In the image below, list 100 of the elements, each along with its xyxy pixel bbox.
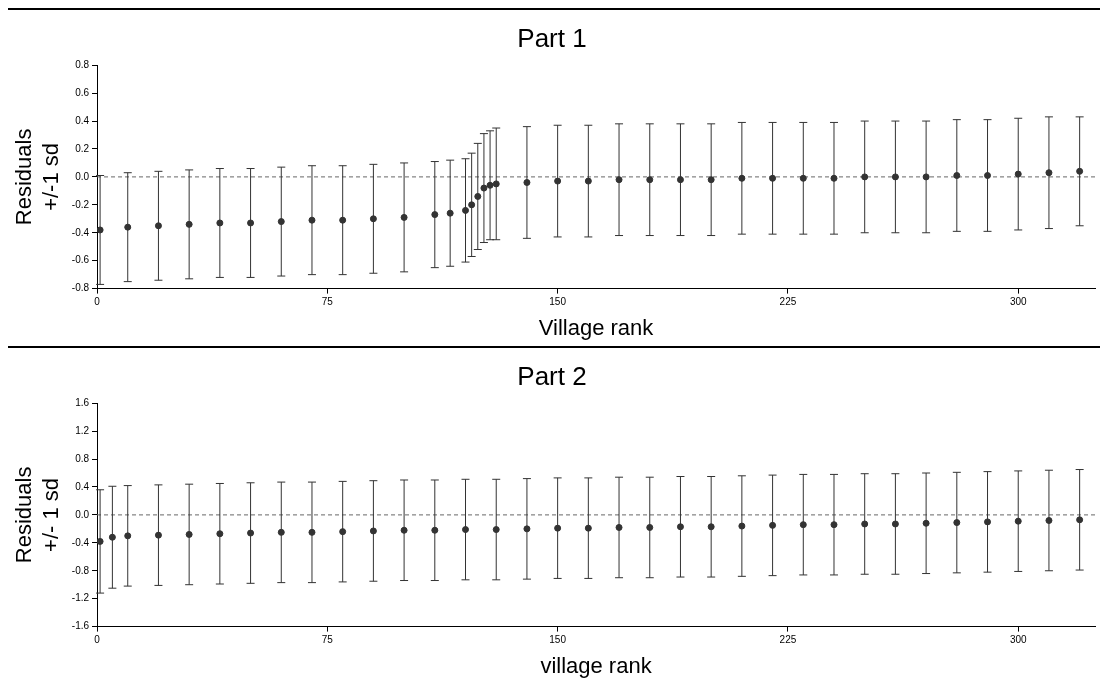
y-tick-label: -0.6 xyxy=(71,254,90,266)
point xyxy=(922,173,930,181)
point xyxy=(1045,169,1053,177)
x-tick-label: 225 xyxy=(779,296,797,308)
point xyxy=(277,528,285,536)
point xyxy=(615,176,623,184)
point xyxy=(480,184,488,192)
point xyxy=(523,525,531,533)
point xyxy=(554,524,562,532)
point xyxy=(468,201,476,209)
chart-title: Part 2 xyxy=(517,360,587,391)
point xyxy=(1076,167,1084,175)
point xyxy=(247,219,255,227)
point xyxy=(891,520,899,528)
point xyxy=(1014,170,1022,178)
y-tick-label: 0.4 xyxy=(75,480,90,492)
point xyxy=(400,526,408,534)
y-tick-label: -0.2 xyxy=(71,198,90,210)
point xyxy=(953,519,961,527)
point xyxy=(97,226,104,234)
x-tick-label: 150 xyxy=(549,296,567,308)
point xyxy=(431,526,439,534)
chart-title: Part 1 xyxy=(517,22,587,53)
point xyxy=(486,181,494,189)
x-tick-label: 75 xyxy=(321,634,334,646)
y-tick-label: 0.8 xyxy=(75,452,90,464)
point xyxy=(216,530,224,538)
point xyxy=(339,216,347,224)
point xyxy=(108,533,116,541)
point xyxy=(861,520,869,528)
point xyxy=(339,528,347,536)
point xyxy=(707,176,715,184)
point xyxy=(891,173,899,181)
point xyxy=(769,521,777,529)
y-tick-label: -1.2 xyxy=(71,592,90,604)
point xyxy=(799,174,807,182)
point xyxy=(462,526,470,534)
y-tick-label: -0.4 xyxy=(71,536,90,548)
y-tick-label: 0.2 xyxy=(75,142,90,154)
point xyxy=(984,518,992,526)
point xyxy=(1014,517,1022,525)
x-tick-label: 75 xyxy=(321,296,334,308)
y-tick-label: -0.8 xyxy=(71,282,90,294)
point xyxy=(431,211,439,219)
point xyxy=(97,537,104,545)
point xyxy=(769,174,777,182)
y-tick-label: 0.6 xyxy=(75,86,90,98)
point xyxy=(830,521,838,529)
x-tick-label: 300 xyxy=(1009,296,1028,308)
point xyxy=(185,530,193,538)
y-tick-label: -0.8 xyxy=(71,564,90,576)
point xyxy=(615,523,623,531)
point xyxy=(124,532,132,540)
y-tick-label: 0.8 xyxy=(75,58,90,70)
point xyxy=(492,180,500,188)
point xyxy=(554,177,562,185)
point xyxy=(369,215,377,223)
point xyxy=(984,172,992,179)
point xyxy=(953,172,961,179)
x-tick-label: 0 xyxy=(94,296,101,308)
point xyxy=(462,206,470,214)
point xyxy=(738,174,746,182)
point xyxy=(277,218,285,226)
point xyxy=(523,178,531,186)
point xyxy=(308,528,316,536)
point xyxy=(646,176,654,184)
point xyxy=(584,177,592,185)
y-tick-label: 0.0 xyxy=(75,508,90,520)
point xyxy=(446,209,454,217)
point xyxy=(799,521,807,529)
x-tick-label: 225 xyxy=(779,634,797,646)
point xyxy=(922,519,930,527)
point xyxy=(738,522,746,530)
x-tick-label: 0 xyxy=(94,634,101,646)
point xyxy=(830,174,838,182)
point xyxy=(474,192,482,200)
point xyxy=(247,529,255,537)
point xyxy=(154,222,162,230)
x-tick-label: 300 xyxy=(1009,634,1028,646)
x-axis-title: village rank xyxy=(540,652,653,678)
point xyxy=(676,176,684,184)
point xyxy=(369,527,377,535)
point xyxy=(676,523,684,531)
x-axis-title: Village rank xyxy=(538,314,655,340)
y-tick-label: -1.6 xyxy=(71,620,90,632)
y-tick-label: 0.0 xyxy=(75,170,90,182)
point xyxy=(707,523,715,531)
point xyxy=(1045,516,1053,524)
y-tick-label: 0.4 xyxy=(75,114,90,126)
point xyxy=(124,223,132,231)
point xyxy=(1076,516,1084,524)
y-axis-title: Residuals +/-1 sd xyxy=(11,128,63,226)
y-tick-label: 1.2 xyxy=(75,424,90,436)
point xyxy=(154,531,162,539)
point xyxy=(308,216,316,224)
x-tick-label: 150 xyxy=(549,634,567,646)
y-tick-label: -0.4 xyxy=(71,226,90,238)
point xyxy=(400,213,408,221)
y-axis-title: Residuals +/- 1 sd xyxy=(11,466,63,564)
point xyxy=(646,523,654,531)
